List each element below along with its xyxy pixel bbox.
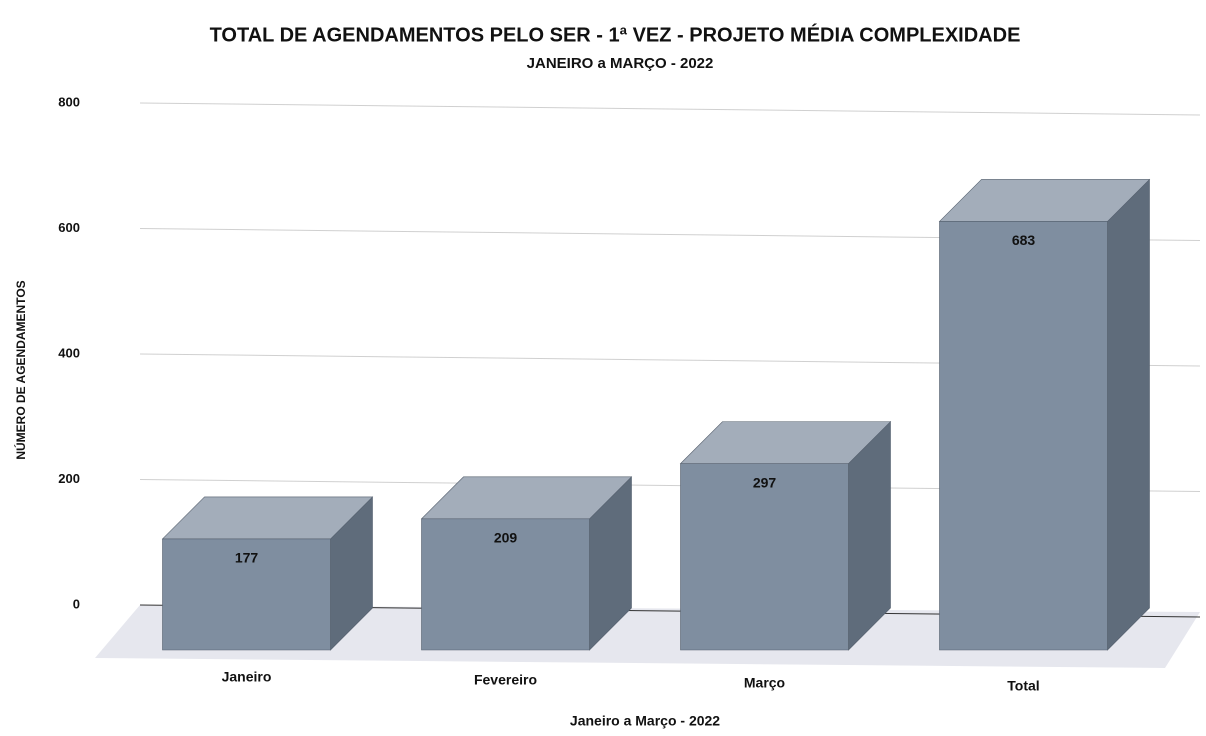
y-axis-label: NÚMERO DE AGENDAMENTOS (13, 280, 28, 459)
x-tick-label: Março (744, 675, 785, 691)
x-tick-label: Fevereiro (474, 672, 537, 688)
y-tick-label: 200 (58, 471, 80, 486)
bar (161, 496, 374, 651)
x-tick-label: Janeiro (222, 669, 272, 685)
grid-line (139, 102, 1201, 116)
chart-subtitle: JANEIRO a MARÇO - 2022 (527, 55, 714, 72)
y-tick-label: 400 (58, 345, 80, 360)
floor (95, 605, 1200, 668)
bar (679, 420, 892, 651)
data-label: 297 (753, 474, 777, 490)
bar-front (162, 538, 331, 651)
chart-title: TOTAL DE AGENDAMENTOS PELO SER - 1ª VEZ … (210, 23, 1021, 46)
bar-front (680, 463, 849, 651)
bar-front (939, 221, 1108, 651)
y-tick-label: 600 (58, 220, 80, 235)
data-label: 683 (1012, 232, 1036, 248)
bar-front (421, 518, 590, 651)
y-tick-label: 0 (73, 596, 80, 611)
y-tick-label: 800 (58, 94, 80, 109)
x-tick-label: Total (1007, 678, 1039, 694)
bar (420, 476, 633, 651)
data-label: 177 (235, 550, 259, 566)
bar-side (1107, 178, 1150, 651)
data-label: 209 (494, 530, 518, 546)
x-axis-label: Janeiro a Março - 2022 (570, 713, 720, 729)
bar (938, 178, 1151, 651)
